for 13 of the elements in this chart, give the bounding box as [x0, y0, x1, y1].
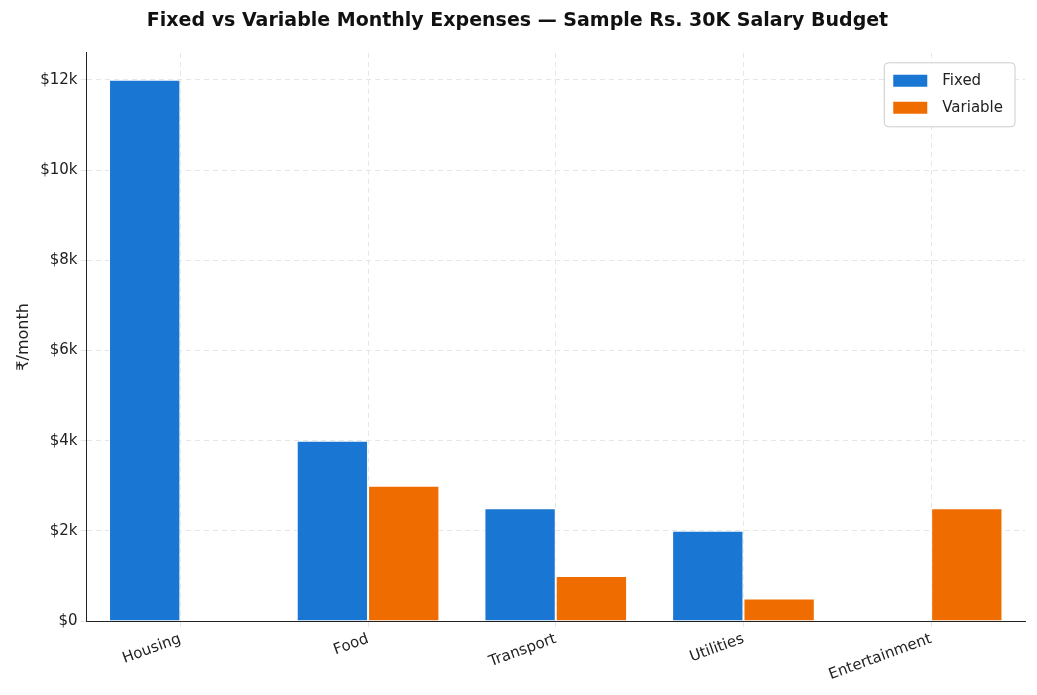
x-tick-label: Food — [330, 629, 371, 659]
y-tick-label: $8k — [49, 250, 78, 269]
chart-title: Fixed vs Variable Monthly Expenses — Sample Rs. 30K Salary Budget — [146, 8, 889, 31]
y-tick-label: $2k — [49, 520, 78, 539]
y-tick-label: $12k — [40, 69, 78, 88]
legend-label: Fixed — [942, 70, 982, 89]
y-tick-label: $10k — [40, 159, 78, 178]
x-tick-label: Utilities — [686, 628, 747, 666]
y-tick-label: $6k — [49, 340, 78, 359]
y-tick-label: $4k — [49, 430, 78, 449]
y-axis-title: ₹/month — [12, 303, 32, 371]
y-tick-label: $0 — [58, 610, 78, 629]
legend-label: Variable — [942, 97, 1003, 116]
